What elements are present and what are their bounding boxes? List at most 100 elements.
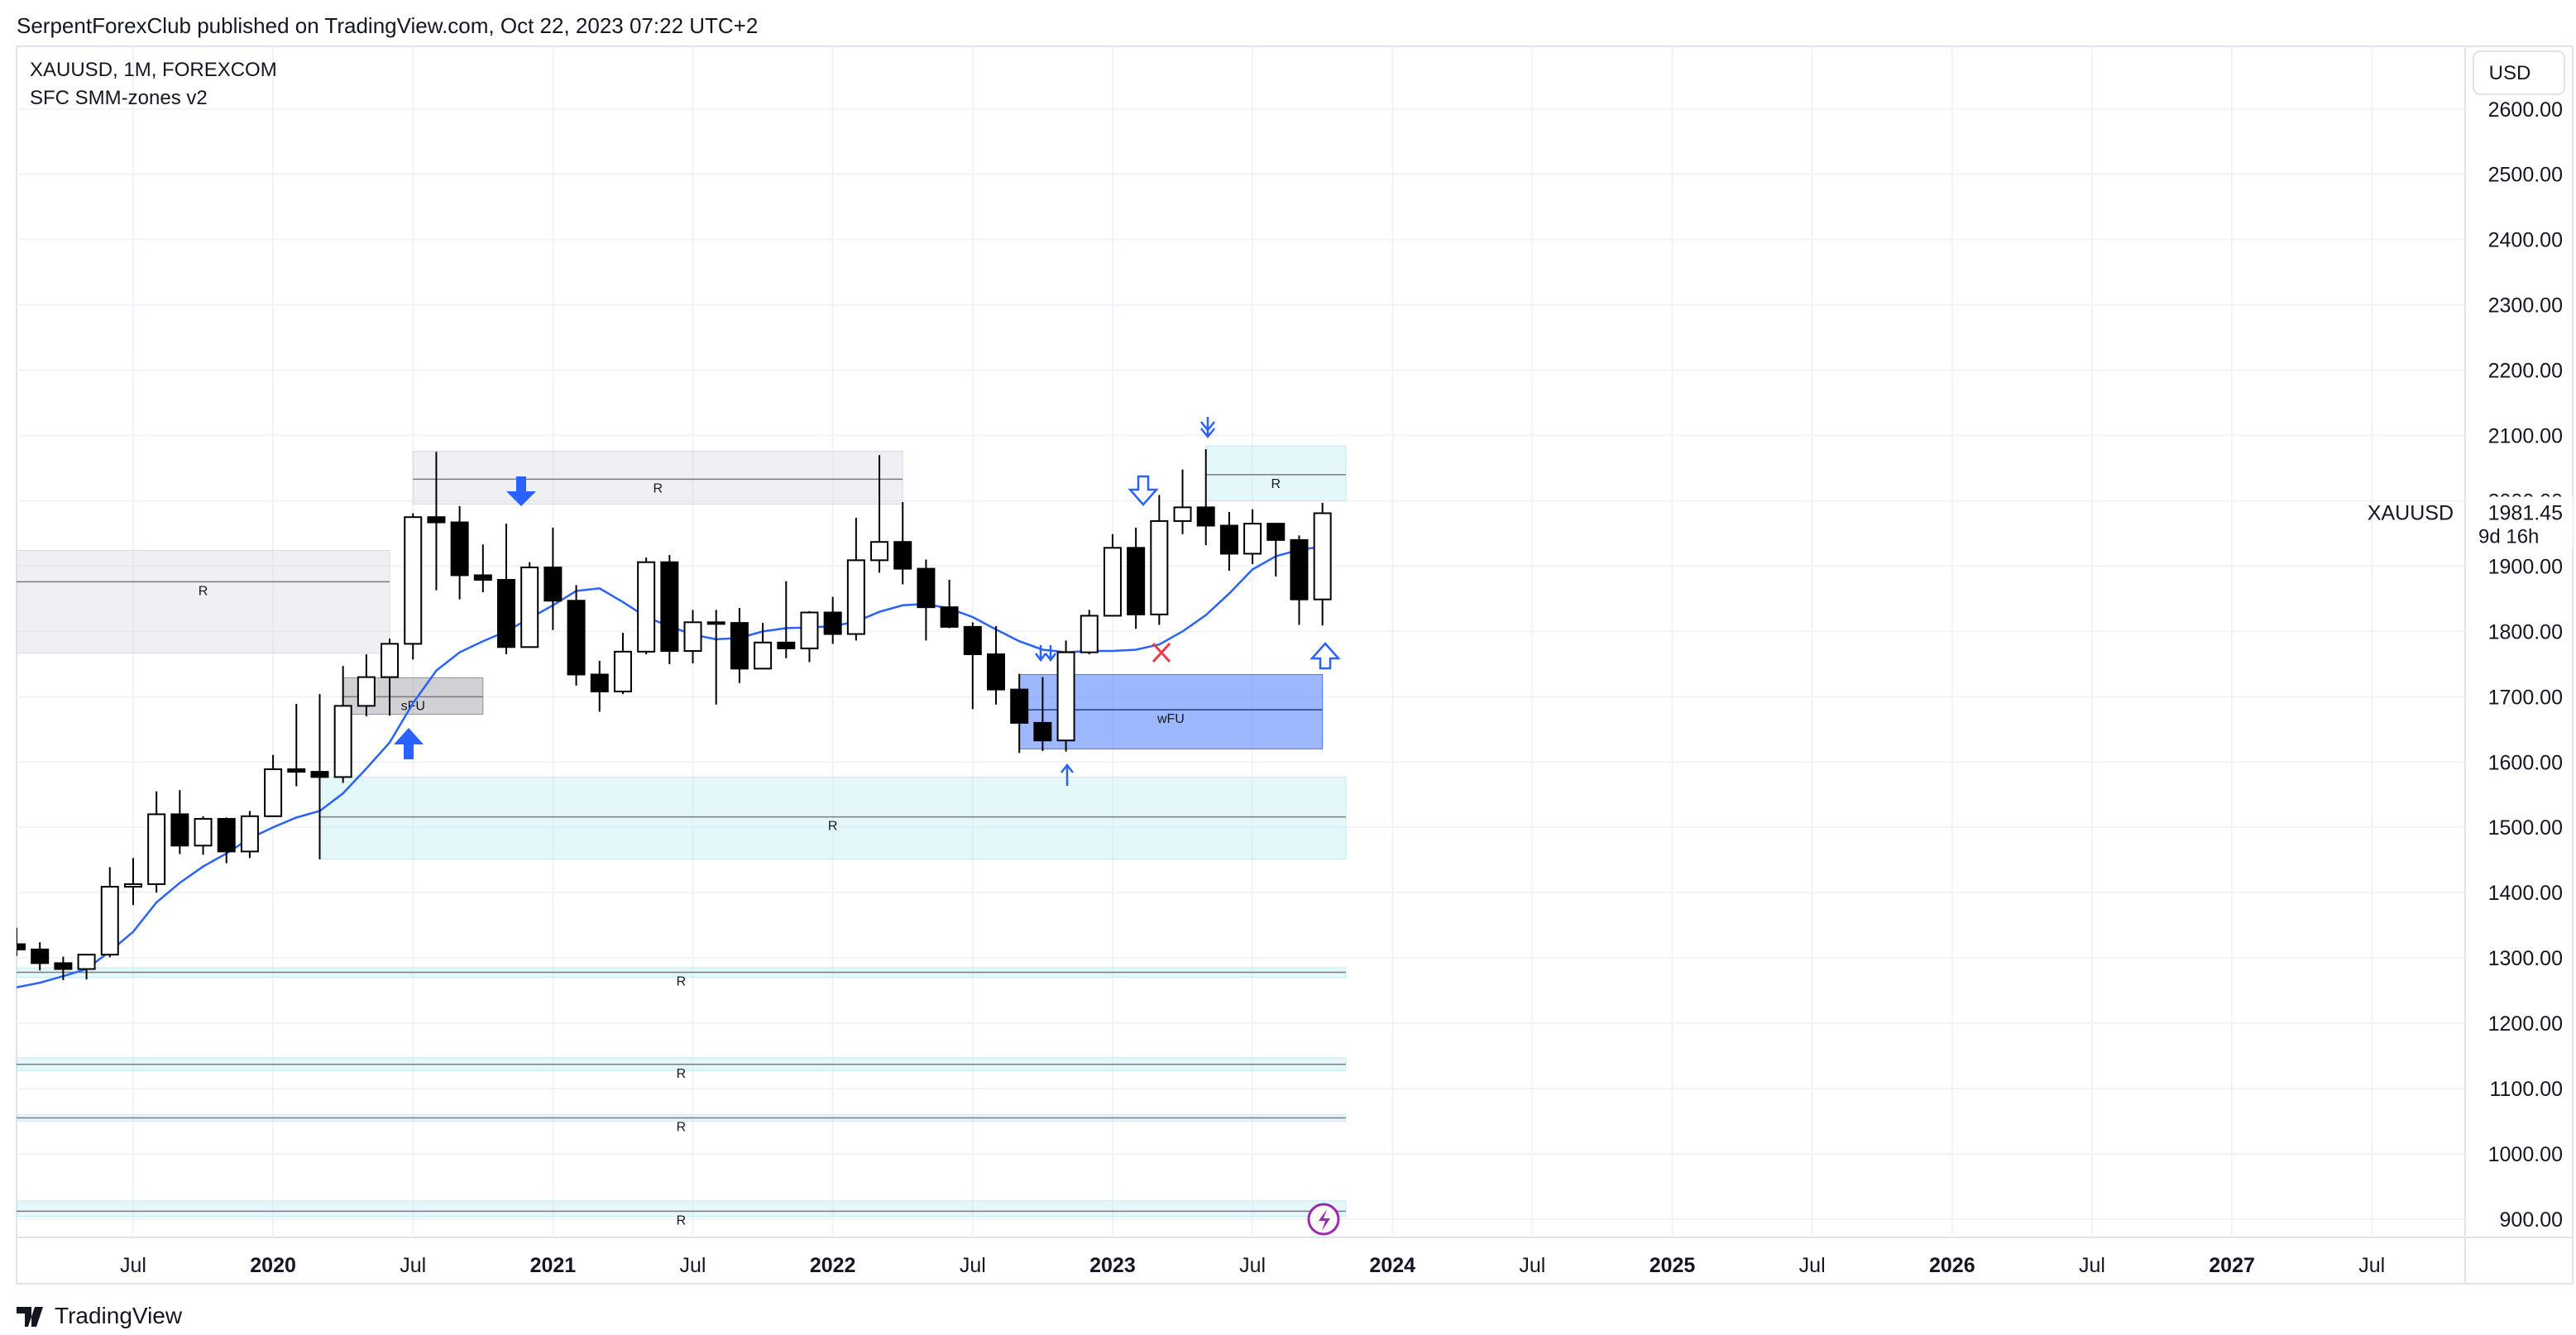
symbol-legend: XAUUSD, 1M, FOREXCOM (30, 59, 277, 81)
zone (318, 776, 1347, 860)
currency-box[interactable] (2473, 50, 2565, 95)
arrow-down-hollow (1128, 475, 1159, 506)
candle-body (590, 673, 609, 693)
candle-body (240, 815, 259, 853)
x-tick-label: 2024 (1369, 1254, 1415, 1277)
candle-body (1127, 547, 1146, 615)
y-tick-label: 1000.00 (2488, 1143, 2563, 1166)
indicator-legend: SFC SMM-zones v2 (30, 87, 208, 109)
candle-body (917, 567, 936, 609)
candle-body (777, 641, 796, 649)
double-arrow (1200, 417, 1215, 439)
x-tick-label: Jul (1239, 1254, 1266, 1277)
arrow-up (394, 728, 424, 759)
y-tick-label: 2400.00 (2488, 229, 2563, 252)
candle-body (520, 567, 539, 648)
candle-body (194, 817, 213, 847)
candle-body (893, 541, 912, 570)
x-tick-label: Jul (1519, 1254, 1545, 1277)
candle-body (846, 559, 865, 635)
candle-body (963, 625, 982, 655)
candle-body (543, 567, 563, 602)
arrow-down (506, 476, 536, 506)
candle-body (170, 813, 189, 847)
x-tick-label: Jul (960, 1254, 986, 1277)
candle-body (637, 561, 656, 653)
candle-body (1080, 615, 1099, 653)
frame (16, 45, 2574, 1285)
currency: USD (2489, 62, 2531, 84)
candle-body (1033, 721, 1052, 742)
candle-body (1290, 538, 1309, 601)
thin-arrow-up (1061, 763, 1074, 786)
x-tick-label: 2025 (1650, 1254, 1696, 1277)
candle-body (800, 611, 819, 649)
y-tick-label: 900.00 (2500, 1208, 2563, 1232)
candle-body (123, 883, 142, 888)
y-tick-label: 1100.00 (2489, 1078, 2563, 1101)
candle-body (287, 768, 306, 773)
candle-body (427, 516, 446, 524)
candle-body (613, 650, 632, 692)
candle-body (100, 886, 119, 956)
y-tick-label: 2200.00 (2488, 360, 2563, 383)
x-tick-label: Jul (400, 1254, 426, 1277)
y-tick-label: 1300.00 (2488, 947, 2563, 970)
candle-body (17, 943, 26, 950)
candle-body (31, 948, 50, 964)
candle-body (1103, 547, 1122, 617)
zone-label: R (828, 820, 838, 834)
candle-body (1313, 512, 1332, 601)
x-tick-label: Jul (680, 1254, 706, 1277)
price-label-bg (2468, 496, 2573, 548)
y-tick-label: 1200.00 (2488, 1012, 2563, 1036)
candle-body (381, 643, 400, 678)
arrow-up-hollow (1310, 642, 1341, 670)
x-tick-label: 2020 (250, 1254, 296, 1277)
candle-body (1266, 523, 1286, 541)
candle-body (567, 600, 586, 676)
y-tick-label: 1800.00 (2488, 620, 2563, 644)
symbol-tag: XAUUSD (2368, 501, 2454, 524)
x-tick-label: 2027 (2209, 1254, 2255, 1277)
candle-body (473, 574, 492, 581)
x-tick-label: Jul (2358, 1254, 2385, 1277)
brand-logo (17, 1307, 43, 1327)
alert-bolt (1319, 1209, 1330, 1231)
y-tick-label: 1600.00 (2488, 751, 2563, 774)
x-tick-label: Jul (1799, 1254, 1826, 1277)
zone-label: wFU (1156, 712, 1185, 726)
x-tick-label: 2026 (1929, 1254, 1975, 1277)
zone-label: R (653, 481, 663, 495)
y-tick-label: 1900.00 (2488, 555, 2563, 578)
y-tick-label: 1400.00 (2488, 882, 2563, 905)
zone (412, 450, 903, 505)
y-tick-label: 2300.00 (2488, 294, 2563, 318)
candle-body (1196, 506, 1215, 527)
zone-label: R (677, 1213, 687, 1227)
candle-body (987, 653, 1005, 691)
candle-body (1150, 519, 1169, 615)
publisher: SerpentForexClub published on TradingVie… (17, 13, 758, 38)
double-arrow-down (1035, 645, 1056, 663)
candle-body (730, 622, 749, 670)
candle-body (54, 962, 73, 970)
x-mark (1152, 642, 1171, 663)
candle-body (310, 771, 329, 778)
countdown: 9d 16h (2478, 525, 2539, 548)
zone-label: R (677, 1121, 687, 1135)
zone (17, 1200, 1347, 1218)
candle-body (870, 541, 889, 562)
candle-body (333, 705, 352, 778)
x-tick-label: Jul (2079, 1254, 2105, 1277)
brand: TradingView (17, 1303, 183, 1328)
candle-body (823, 611, 842, 635)
zone-label: R (199, 584, 208, 598)
candle-body (357, 676, 376, 707)
candle-body (1243, 523, 1262, 555)
candle-body (1219, 524, 1238, 555)
candle-body (1173, 506, 1192, 522)
zone-label: R (677, 1067, 687, 1081)
